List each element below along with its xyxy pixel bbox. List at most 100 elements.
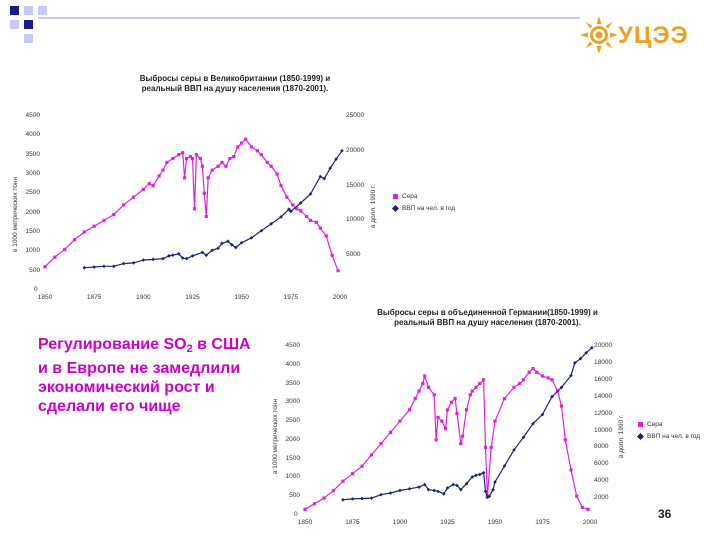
sulfur-data-point — [102, 218, 106, 222]
gdp-data-point — [328, 166, 333, 171]
sulfur-data-point — [417, 389, 421, 393]
x-tick-label: 1875 — [86, 294, 102, 301]
gdp-data-point — [379, 492, 383, 497]
sulfur-data-point — [459, 442, 463, 446]
sulfur-data-point — [161, 168, 165, 172]
sulfur-data-point — [575, 494, 579, 498]
sulfur-data-point — [336, 269, 340, 273]
sulfur-data-point — [291, 203, 295, 207]
y-left-tick-label: 3000 — [25, 170, 40, 177]
sulfur-data-point — [232, 155, 236, 159]
sulfur-data-point — [157, 174, 161, 178]
sulfur-data-point — [489, 445, 493, 449]
sulfur-data-point — [240, 141, 244, 145]
sulfur-data-point — [518, 381, 522, 386]
sulfur-data-point — [265, 160, 269, 164]
legend-marker-sulfur — [638, 421, 643, 427]
gdp-data-point — [216, 246, 220, 251]
gdp-data-point — [502, 464, 507, 468]
sulfur-data-point — [314, 220, 318, 224]
sulfur-data-point — [398, 419, 402, 423]
gdp-data-point — [184, 256, 189, 261]
gdp-data-point — [226, 239, 230, 244]
gdp-data-point — [569, 373, 573, 378]
sulfur-data-point — [432, 393, 436, 397]
y-right-tick-label: 18000 — [594, 358, 613, 366]
gdp-data-point — [436, 489, 440, 494]
gdp-data-point — [432, 488, 437, 493]
sulfur-data-point — [279, 184, 283, 188]
sulfur-data-point — [200, 164, 204, 168]
sulfur-data-point — [464, 408, 469, 412]
sulfur-data-point — [434, 438, 438, 442]
sulfur-data-point — [369, 453, 374, 457]
sulfur-data-point — [112, 213, 116, 217]
sulfur-data-point — [210, 168, 214, 172]
gdp-data-point — [572, 361, 577, 365]
sulfur-data-point — [92, 224, 96, 228]
gdp-data-point — [417, 485, 421, 489]
x-tick-label: 1900 — [136, 294, 151, 301]
caption-part-1: Регулирование SO — [38, 336, 187, 353]
y-right-tick-label: 14000 — [594, 392, 613, 400]
sulfur-data-point — [43, 265, 47, 269]
sulfur-data-point — [426, 385, 431, 389]
gdp-data-point — [491, 487, 495, 492]
sulfur-data-point — [190, 156, 195, 161]
sulfur-data-point — [470, 389, 474, 393]
gdp-data-point — [131, 261, 136, 265]
logo-text: УЦЭЭ — [618, 22, 689, 49]
gdp-data-point — [369, 496, 374, 500]
gdp-data-point — [322, 176, 327, 181]
x-tick-label: 2000 — [582, 519, 598, 526]
x-tick-label: 1975 — [283, 294, 299, 301]
y-left-tick-label: 1000 — [25, 247, 40, 255]
sulfur-data-point — [299, 209, 303, 213]
gdp-data-point — [360, 496, 364, 501]
gdp-data-point — [398, 488, 402, 493]
gdp-data-point — [578, 356, 583, 361]
gdp-data-point — [451, 482, 456, 487]
gdp-data-point — [308, 192, 313, 196]
sulfur-data-point — [122, 203, 126, 207]
y-left-tick-label: 2500 — [285, 417, 300, 425]
gdp-data-point — [422, 482, 427, 487]
gdp-data-point — [176, 251, 181, 256]
y-right-tick-label: 6000 — [594, 460, 609, 468]
corner-square — [24, 34, 33, 43]
sulfur-data-point — [527, 370, 531, 374]
sulfur-data-point — [540, 374, 545, 378]
sulfur-data-point — [502, 396, 507, 401]
y-left-tick-label: 3000 — [285, 398, 300, 406]
sulfur-data-point — [224, 164, 228, 168]
gdp-data-point — [161, 256, 165, 261]
y-left-tick-label: 3500 — [25, 150, 40, 158]
y-right-tick-label: 5000 — [346, 251, 361, 259]
sulfur-data-point — [324, 234, 328, 238]
gdp-data-point — [426, 487, 431, 492]
sulfur-data-point — [453, 396, 457, 401]
corner-square — [38, 6, 47, 15]
chart1-legend: Сера ВВП на чел. в год — [391, 190, 456, 214]
sulfur-data-point — [521, 378, 526, 382]
sulfur-data-point — [423, 374, 427, 378]
sulfur-data-point — [388, 430, 393, 434]
gdp-data-point — [540, 412, 545, 417]
y-left-tick-label: 500 — [289, 492, 300, 500]
gdp-data-point — [239, 240, 244, 245]
gdp-data-point — [288, 209, 293, 214]
x-tick-label: 1950 — [487, 519, 503, 526]
x-tick-label: 1925 — [185, 294, 200, 301]
caption-subscript: 2 — [186, 343, 193, 355]
chart1-legend-gdp: ВВП на чел. в год — [402, 204, 456, 212]
sulfur-data-point — [275, 172, 279, 176]
sulfur-data-point — [295, 207, 299, 211]
sulfur-data-point — [445, 408, 450, 412]
y-right-tick-label: 12000 — [594, 409, 613, 417]
y-right-tick-label: 25000 — [346, 112, 365, 119]
gdp-data-point — [318, 174, 323, 179]
gdp-data-point — [334, 157, 338, 161]
y-right-tick-label: 10000 — [346, 216, 365, 224]
x-tick-label: 1900 — [392, 519, 408, 526]
y-left-tick-label: 4000 — [285, 360, 300, 368]
